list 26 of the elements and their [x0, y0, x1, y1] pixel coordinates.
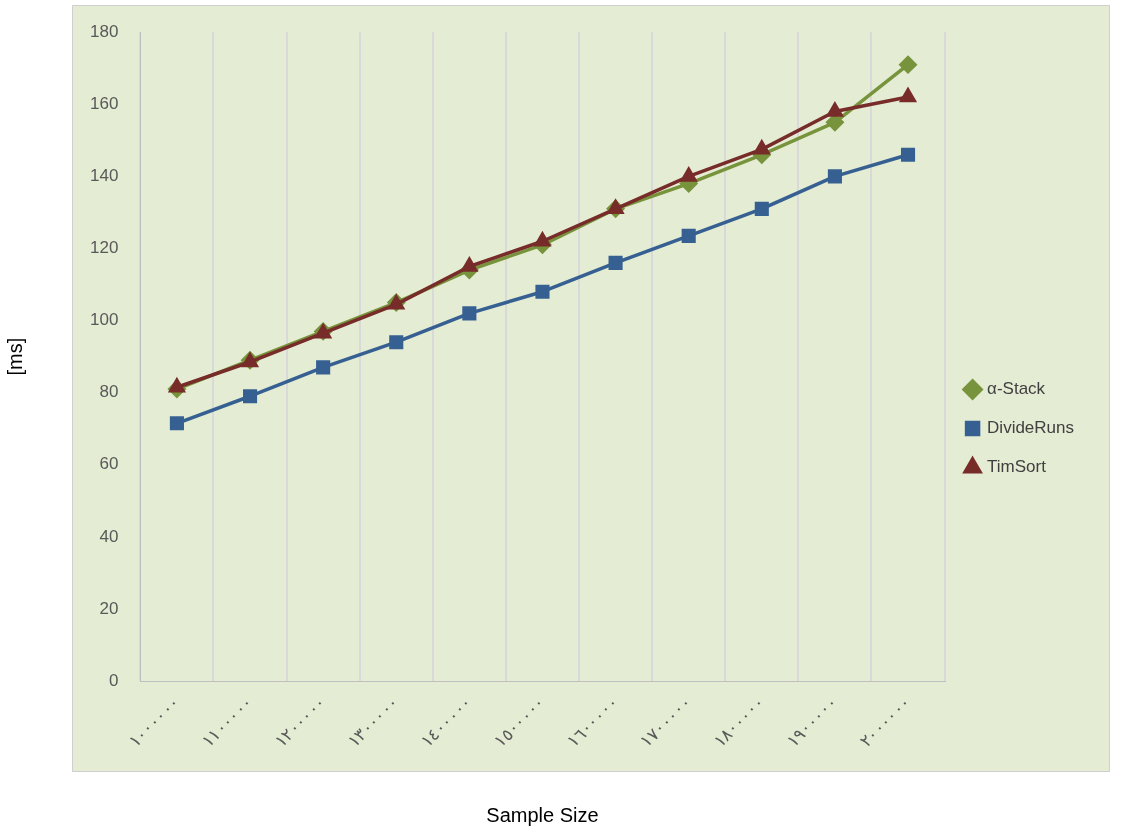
y-axis-title: [ms] — [3, 337, 26, 376]
y-tick-label: 100 — [89, 310, 119, 330]
y-tick-label: 40 — [99, 526, 119, 546]
x-tick-label: ١٦٠٠٠٠٠ — [563, 692, 622, 751]
x-tick-label: ٢٠٠٠٠٠٠ — [856, 692, 915, 751]
x-tick-label: ١٩٠٠٠٠٠ — [783, 692, 842, 751]
legend-label: TimSort — [987, 457, 1047, 477]
y-tick-label: 20 — [99, 598, 119, 618]
y-tick-label: 140 — [89, 166, 119, 186]
x-axis-title: Sample Size — [486, 803, 599, 826]
x-tick-label: ١٧٠٠٠٠٠ — [636, 692, 695, 751]
x-tick-label: ١٤٠٠٠٠٠ — [417, 692, 476, 751]
y-tick-label: 60 — [99, 454, 119, 474]
x-tick-label: ١٨٠٠٠٠٠ — [709, 692, 768, 751]
y-tick-label: 0 — [108, 670, 119, 690]
x-tick-label: ١١٠٠٠٠٠ — [198, 692, 257, 751]
x-tick-label: ١٥٠٠٠٠٠ — [490, 692, 549, 751]
legend-label: α-Stack — [987, 379, 1046, 399]
x-tick-label: ١٣٠٠٠٠٠ — [344, 692, 403, 751]
y-tick-label: 160 — [89, 93, 119, 113]
y-tick-label: 120 — [89, 238, 119, 258]
x-tick-label: ١٢٠٠٠٠٠ — [271, 692, 330, 751]
y-tick-label: 180 — [89, 21, 119, 41]
legend-label: DivideRuns — [987, 418, 1075, 438]
x-tick-label: ١٠٠٠٠٠٠ — [125, 692, 184, 751]
y-tick-label: 80 — [99, 382, 119, 402]
